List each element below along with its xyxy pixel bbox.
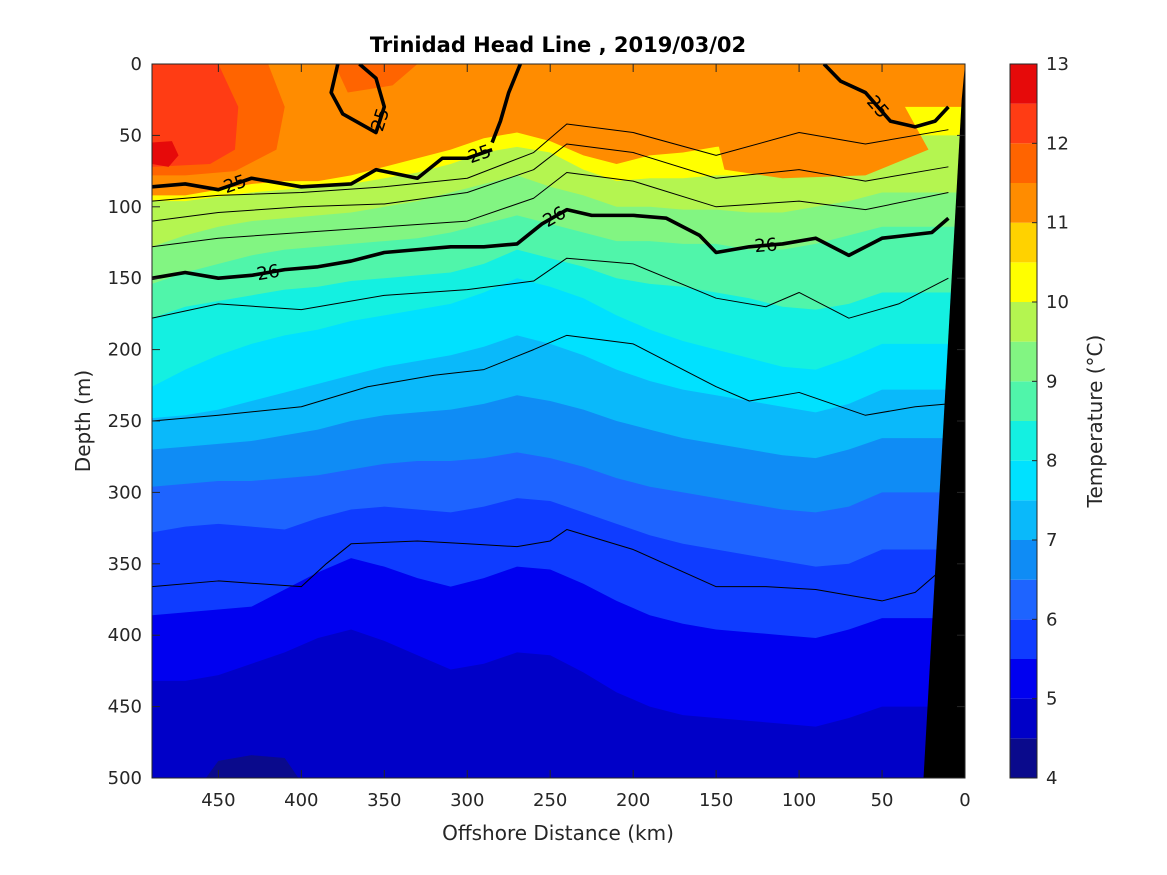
- chart-title: Trinidad Head Line , 2019/03/02: [370, 33, 746, 57]
- warm-patch-4: [152, 141, 179, 167]
- colorbar-tick-label: 11: [1046, 213, 1069, 234]
- colorbar-frame: [1009, 63, 1038, 779]
- seafloor-shape: [923, 64, 965, 778]
- colorbar-segment: [1010, 540, 1037, 580]
- colorbar-segment: [1010, 421, 1037, 461]
- contour-line-6: [152, 143, 949, 222]
- colorbar-tick-label: 8: [1046, 451, 1057, 472]
- y-tick-label: 100: [108, 197, 142, 218]
- x-tick-label: 450: [201, 790, 235, 811]
- y-tick-label: 50: [119, 125, 142, 146]
- y-tick-label: 500: [108, 768, 142, 789]
- warm-patches: [152, 64, 929, 179]
- temperature-band-11: [152, 629, 965, 778]
- colorbar-segment: [1010, 64, 1037, 104]
- warm-patch-3: [152, 64, 239, 167]
- contour-line-7: [152, 172, 949, 248]
- x-tick-label: 350: [367, 790, 401, 811]
- y-tick-label: 300: [108, 482, 142, 503]
- density-contours: [152, 64, 950, 602]
- contour-line-5: [152, 123, 949, 202]
- x-tick-label: 150: [699, 790, 733, 811]
- y-tick-label: 150: [108, 268, 142, 289]
- colorbar-segment: [1010, 222, 1037, 263]
- y-tick-label: 200: [108, 340, 142, 361]
- x-tick-label: 250: [533, 790, 567, 811]
- colorbar-segment: [1010, 460, 1037, 501]
- x-tick-label: 400: [284, 790, 318, 811]
- warm-patch-2: [716, 75, 929, 179]
- y-tick-label: 250: [108, 411, 142, 432]
- contour-label-6: 26: [754, 234, 779, 257]
- y-axis-label: Depth (m): [71, 370, 95, 472]
- y-tick-label: 0: [131, 54, 142, 75]
- colorbar-label: Temperature (°C): [1083, 335, 1107, 509]
- colorbar-segment: [1010, 619, 1037, 659]
- colorbar-segment: [1010, 500, 1037, 540]
- colorbar: 4 5 6 7 8 9 10 11 12 13: [1009, 54, 1069, 789]
- colorbar-tick-label: 7: [1046, 530, 1057, 551]
- contour-line-10: [152, 529, 949, 602]
- y-tick-label: 450: [108, 697, 142, 718]
- contour-line-0: [152, 147, 493, 192]
- contour-line-8: [152, 257, 949, 319]
- x-tick-label: 50: [871, 790, 894, 811]
- contour-line-2: [490, 64, 523, 144]
- colorbar-tick-label: 4: [1046, 768, 1057, 789]
- colorbar-segment: [1010, 738, 1037, 778]
- colorbar-segment: [1010, 381, 1037, 421]
- seafloor-mask: [923, 64, 965, 778]
- colorbar-segment: [1010, 341, 1037, 382]
- colorbar-segment: [1010, 302, 1037, 342]
- y-tick-label: 350: [108, 554, 142, 575]
- colorbar-segment: [1010, 103, 1037, 144]
- contour-line-1: [329, 64, 387, 135]
- y-tick-label: 400: [108, 625, 142, 646]
- y-axis: 0 50 100 150 200 250 300 350 400 450 500: [108, 54, 965, 789]
- x-axis-label: Offshore Distance (km): [442, 821, 674, 845]
- colorbar-segment: [1010, 262, 1037, 302]
- colorbar-tick-label: 13: [1046, 54, 1069, 75]
- colorbar-tick-label: 12: [1046, 133, 1069, 154]
- contour-line-3: [822, 64, 950, 129]
- x-axis: 450 400 350 300 250 200 150 100 50 0: [201, 64, 971, 811]
- colorbar-segment: [1010, 698, 1037, 739]
- colorbar-segment: [1010, 579, 1037, 620]
- contour-label-4: 26: [255, 261, 281, 286]
- colorbar-tick-label: 9: [1046, 371, 1057, 392]
- colorbar-tick-label: 5: [1046, 689, 1057, 710]
- x-tick-label: 300: [450, 790, 484, 811]
- contour-line-4: [152, 207, 950, 281]
- colorbar-tick-label: 10: [1046, 292, 1069, 313]
- x-tick-label: 100: [782, 790, 816, 811]
- colorbar-segment: [1010, 183, 1037, 223]
- colorbar-segment: [1010, 143, 1037, 183]
- temperature-bands: [152, 64, 965, 778]
- x-tick-label: 0: [959, 790, 970, 811]
- x-tick-label: 200: [616, 790, 650, 811]
- colorbar-segment: [1010, 659, 1037, 699]
- temperature-band-12: [205, 755, 750, 778]
- contour-line-9: [152, 334, 949, 422]
- colorbar-tick-label: 6: [1046, 609, 1057, 630]
